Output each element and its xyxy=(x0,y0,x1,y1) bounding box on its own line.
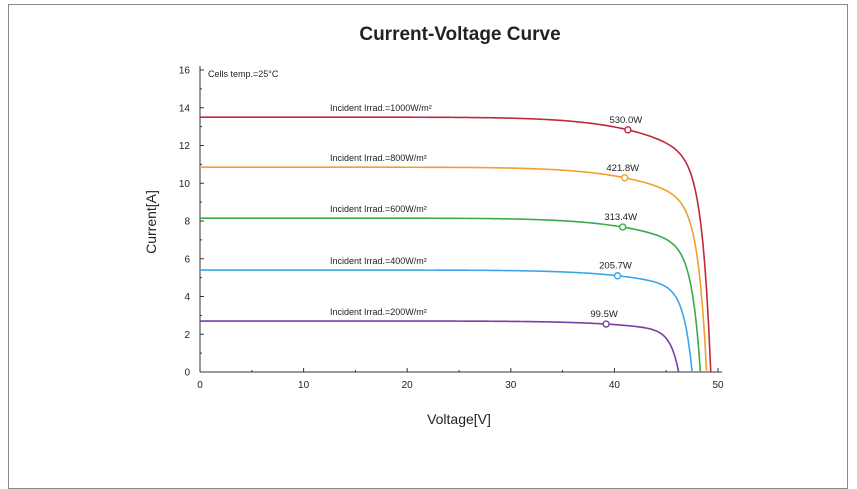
power-label-4: 99.5W xyxy=(590,309,617,320)
mpp-marker-1 xyxy=(621,174,629,182)
power-label-0: 530.0W xyxy=(609,115,642,126)
x-tick-label: 30 xyxy=(505,380,517,391)
power-label-1: 421.8W xyxy=(606,163,639,174)
x-axis-title: Voltage[V] xyxy=(427,411,491,427)
series-label-0: Incident Irrad.=1000W/m² xyxy=(330,103,432,113)
y-tick-label: 12 xyxy=(179,141,191,152)
y-tick-label: 8 xyxy=(184,217,190,228)
power-label-2: 313.4W xyxy=(604,212,637,223)
mpp-marker-2 xyxy=(618,223,627,231)
x-tick-label: 20 xyxy=(402,380,414,391)
curve-series-2 xyxy=(200,217,702,373)
x-tick-label: 50 xyxy=(712,380,724,391)
mpp-marker-0 xyxy=(624,126,632,134)
y-axis-title: Current[A] xyxy=(143,190,159,254)
curve-series-0 xyxy=(200,116,712,373)
x-tick-label: 10 xyxy=(298,380,310,391)
cells-temp-annotation: Cells temp.=25°C xyxy=(208,69,279,79)
x-tick-label: 40 xyxy=(609,380,621,391)
chart-title: Current-Voltage Curve xyxy=(359,24,560,45)
y-tick-label: 2 xyxy=(184,330,190,341)
y-tick-label: 10 xyxy=(179,179,191,190)
curves-group xyxy=(200,116,712,373)
y-tick-label: 16 xyxy=(179,66,191,77)
series-label-4: Incident Irrad.=200W/m² xyxy=(330,307,427,317)
y-tick-label: 6 xyxy=(184,254,190,265)
x-tick-label: 0 xyxy=(197,380,203,391)
labels-group: Incident Irrad.=1000W/m² 530.0W Incident I… xyxy=(330,103,642,320)
y-tick-label: 4 xyxy=(184,292,190,303)
series-label-2: Incident Irrad.=600W/m² xyxy=(330,204,427,214)
power-label-3: 205.7W xyxy=(599,261,632,272)
curve-series-3 xyxy=(200,269,693,373)
y-tick-label: 0 xyxy=(184,368,190,379)
curve-series-4 xyxy=(200,320,680,373)
series-label-1: Incident Irrad.=800W/m² xyxy=(330,153,427,163)
chart-frame xyxy=(8,4,848,489)
mpp-marker-3 xyxy=(613,272,622,280)
y-tick-label: 14 xyxy=(179,103,191,114)
series-label-3: Incident Irrad.=400W/m² xyxy=(330,256,427,266)
mpp-marker-4 xyxy=(602,320,610,328)
